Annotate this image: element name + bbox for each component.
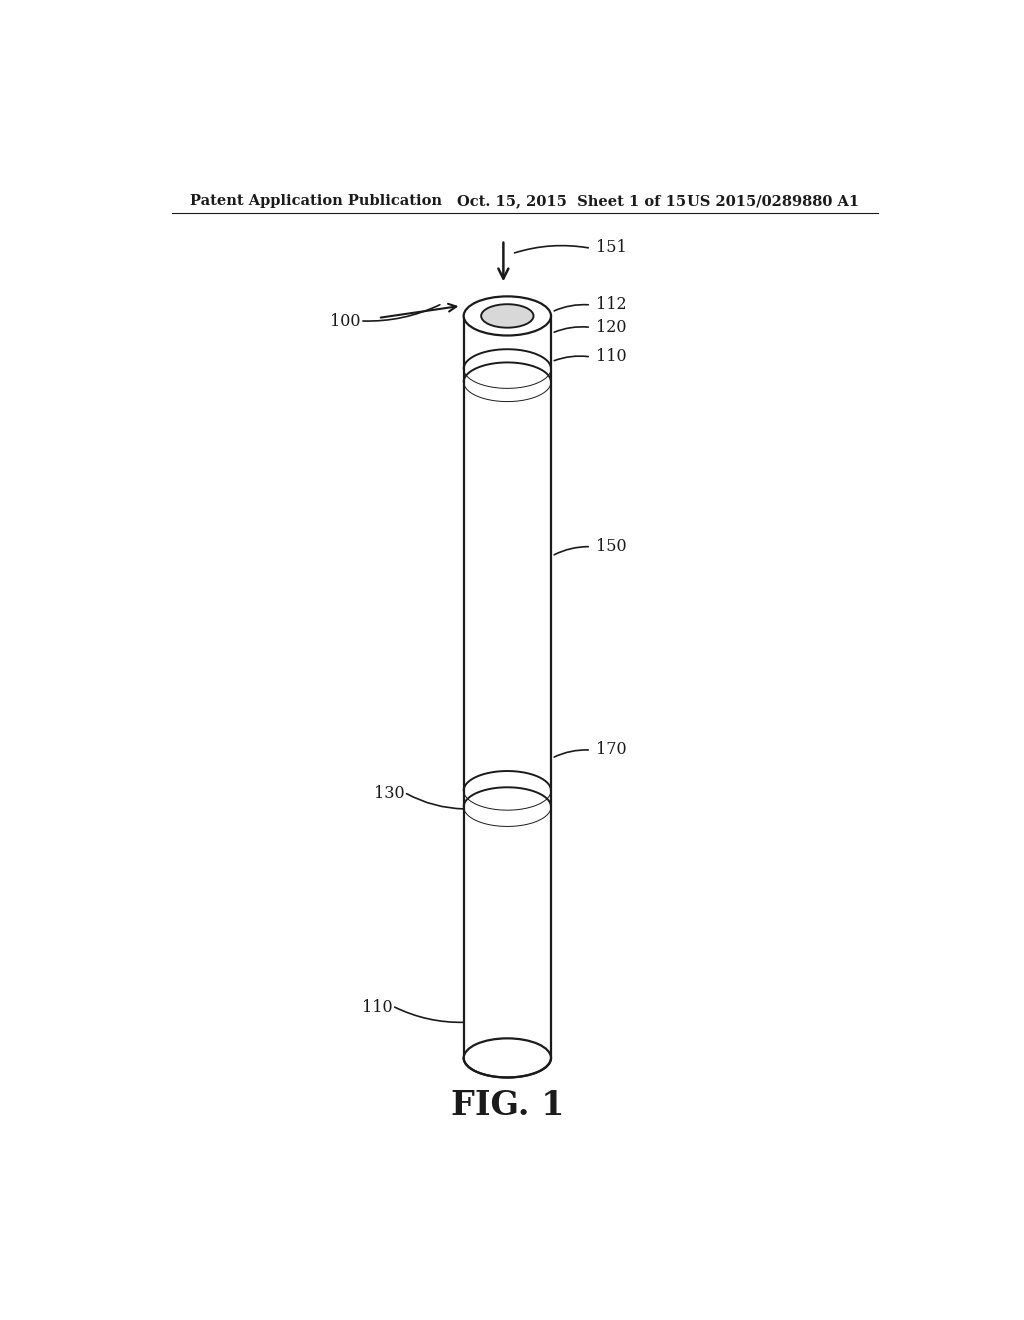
Text: 151: 151: [596, 239, 627, 256]
Text: 110: 110: [596, 348, 627, 366]
Ellipse shape: [464, 297, 551, 335]
Text: US 2015/0289880 A1: US 2015/0289880 A1: [687, 194, 859, 209]
Text: 170: 170: [596, 742, 627, 759]
Ellipse shape: [481, 304, 534, 327]
Text: FIG. 1: FIG. 1: [451, 1089, 564, 1122]
Text: Patent Application Publication: Patent Application Publication: [189, 194, 442, 209]
Text: 100: 100: [331, 313, 360, 330]
Text: 130: 130: [374, 785, 404, 803]
Text: 150: 150: [596, 539, 627, 556]
Text: 112: 112: [596, 296, 627, 313]
Text: 110: 110: [362, 999, 393, 1015]
Text: Oct. 15, 2015  Sheet 1 of 15: Oct. 15, 2015 Sheet 1 of 15: [458, 194, 686, 209]
Polygon shape: [464, 315, 551, 1057]
Ellipse shape: [464, 1039, 551, 1077]
Text: 120: 120: [596, 318, 627, 335]
